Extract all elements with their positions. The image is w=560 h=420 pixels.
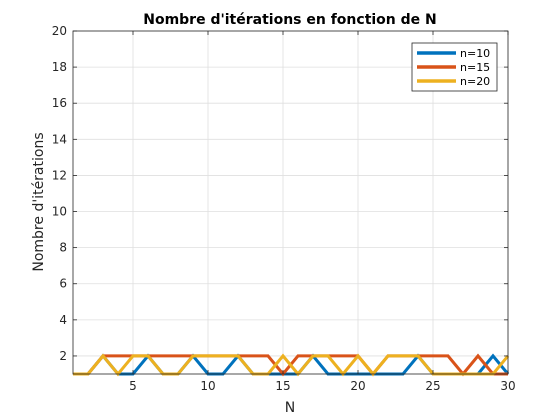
x-tick-label: 5 (129, 379, 137, 393)
x-tick-label: 15 (275, 379, 290, 393)
legend-entry: n=15 (460, 61, 490, 74)
legend: n=10n=15n=20 (411, 42, 498, 92)
legend-entry: n=20 (460, 75, 490, 88)
y-tick-label: 14 (52, 132, 67, 146)
y-axis-label: Nombre d'itérations (31, 132, 47, 271)
axis-ticks: 5 10 15 20 25 30 2 4 6 8 10 12 14 16 18 20 (52, 24, 516, 393)
x-tick-label: 10 (200, 379, 215, 393)
x-tick-label: 25 (425, 379, 440, 393)
x-axis-label: N (285, 400, 295, 416)
y-tick-label: 10 (52, 205, 67, 219)
x-tick-label: 20 (350, 379, 365, 393)
legend-entry: n=10 (460, 47, 490, 60)
y-tick-label: 20 (52, 24, 67, 38)
x-tick-label: 30 (500, 379, 515, 393)
y-tick-label: 18 (52, 60, 67, 74)
y-tick-label: 2 (59, 349, 67, 363)
y-tick-label: 16 (52, 96, 67, 110)
y-tick-label: 4 (59, 313, 67, 327)
chart-title: Nombre d'itérations en fonction de N (143, 12, 437, 28)
y-tick-label: 8 (59, 241, 67, 255)
y-tick-label: 6 (59, 277, 67, 291)
y-tick-label: 12 (52, 168, 67, 182)
plot-frame (72, 30, 509, 375)
